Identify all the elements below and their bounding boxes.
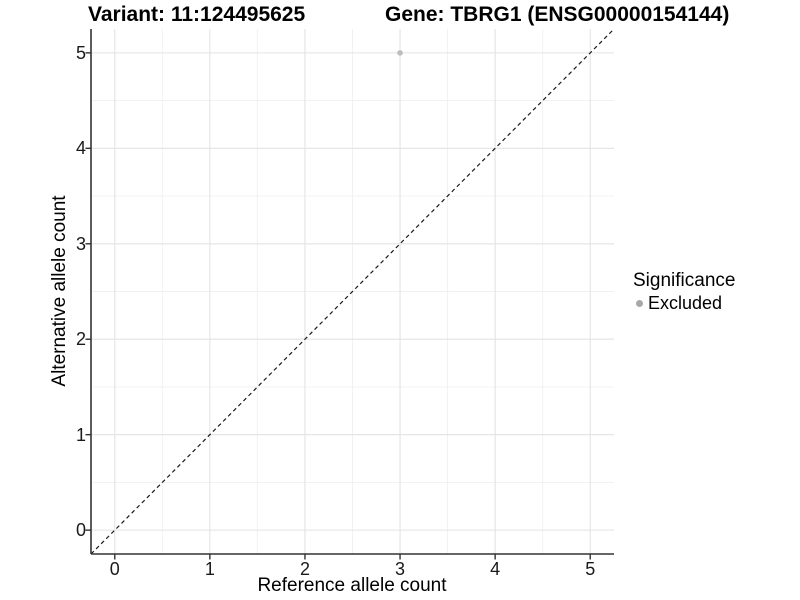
identity-dashed-line [90,28,615,555]
x-tick-label-5: 5 [585,559,596,579]
x-tick-label-4: 4 [490,559,501,579]
legend: Significance Excluded [633,270,735,314]
y-tick-label-0: 0 [75,520,86,541]
x-axis-title: Reference allele count [257,575,447,596]
y-axis-title: Alternative allele count [49,195,70,387]
legend-item-label: Excluded [648,293,723,313]
plot-title-gene: Gene: TBRG1 (ENSG00000154144) [385,3,730,26]
y-tick-label-2: 2 [75,329,86,350]
legend-item-excluded: Excluded [633,292,735,314]
data-point-excluded [397,50,403,56]
x-tick-label-2: 2 [299,559,310,579]
x-tick-label-1: 1 [204,559,215,579]
plot-title-variant: Variant: 11:124495625 [88,3,306,26]
y-tick-label-5: 5 [75,42,86,63]
y-tick-label-3: 3 [75,233,86,254]
excluded-marker-icon [636,299,643,307]
legend-title: Significance [633,270,736,291]
y-tick-label-4: 4 [75,138,86,159]
x-tick-label-0: 0 [109,559,120,579]
x-tick-label-3: 3 [395,559,406,579]
y-tick-label-1: 1 [75,424,86,445]
